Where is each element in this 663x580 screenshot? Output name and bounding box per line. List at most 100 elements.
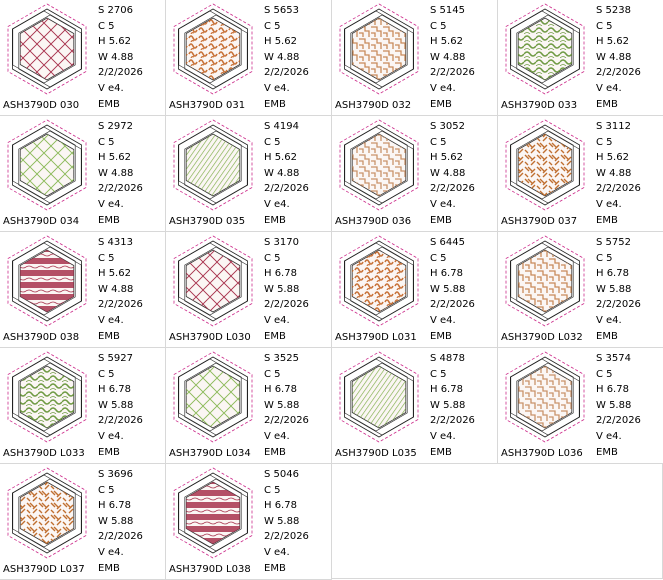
- design-tile[interactable]: S 2706 C 5 H 5.62 W 4.88 2/2/2026 V e4. EMB ASH…: [0, 0, 166, 116]
- design-height: H 6.78: [596, 268, 629, 280]
- design-tile[interactable]: S 4194 C 5 H 5.62 W 4.88 2/2/2026 V e4. EMB ASH…: [166, 116, 332, 232]
- design-info: S 3170 C 5 H 6.78 W 5.88 2/2/2026 V e4. EMB: [264, 235, 309, 344]
- color-count: C 5: [98, 484, 115, 496]
- design-info: S 3052 C 5 H 5.62 W 4.88 2/2/2026 V e4. EMB: [430, 119, 475, 228]
- embroidery-preview-thumbnail: [500, 2, 590, 97]
- design-height: H 6.78: [264, 268, 297, 280]
- color-count: C 5: [264, 20, 281, 32]
- design-width: W 5.88: [430, 283, 466, 295]
- file-format: EMB: [430, 446, 452, 458]
- design-width: W 5.88: [596, 399, 632, 411]
- design-width: W 5.88: [98, 399, 134, 411]
- design-tile[interactable]: S 3696 C 5 H 6.78 W 5.88 2/2/2026 V e4. EMB ASH…: [0, 464, 166, 580]
- embroidery-preview-thumbnail: [334, 2, 424, 97]
- design-height: H 5.62: [430, 36, 463, 48]
- stitch-count: S 5145: [430, 5, 465, 16]
- design-height: H 6.78: [596, 384, 629, 396]
- design-tile[interactable]: S 5145 C 5 H 5.62 W 4.88 2/2/2026 V e4. EMB ASH…: [332, 0, 498, 116]
- design-width: W 5.88: [264, 515, 300, 527]
- design-tile[interactable]: S 5046 C 5 H 6.78 W 5.88 2/2/2026 V e4. EMB ASH…: [166, 464, 332, 580]
- design-tile[interactable]: S 2972 C 5 H 5.62 W 4.88 2/2/2026 V e4. EMB ASH…: [0, 116, 166, 232]
- design-version: V e4.: [430, 198, 456, 210]
- design-tile[interactable]: S 3112 C 5 H 5.62 W 4.88 2/2/2026 V e4. EMB ASH…: [498, 116, 663, 232]
- design-height: H 5.62: [596, 152, 629, 164]
- color-count: C 5: [98, 368, 115, 380]
- design-tile[interactable]: S 3574 C 5 H 6.78 W 5.88 2/2/2026 V e4. EMB ASH…: [498, 348, 663, 464]
- file-format: EMB: [264, 446, 286, 458]
- design-width: W 4.88: [98, 51, 134, 63]
- design-version: V e4.: [98, 198, 124, 210]
- design-version: V e4.: [596, 198, 622, 210]
- design-info: S 3574 C 5 H 6.78 W 5.88 2/2/2026 V e4. EMB: [596, 351, 641, 460]
- design-version: V e4.: [264, 430, 290, 442]
- design-version: V e4.: [430, 314, 456, 326]
- stitch-count: S 3574: [596, 353, 631, 364]
- design-date: 2/2/2026: [596, 299, 641, 311]
- file-format: EMB: [264, 330, 286, 342]
- file-name: ASH3790D 031: [169, 100, 246, 111]
- design-tile[interactable]: S 5927 C 5 H 6.78 W 5.88 2/2/2026 V e4. EMB ASH…: [0, 348, 166, 464]
- embroidery-preview-thumbnail: [2, 350, 92, 445]
- design-height: H 6.78: [98, 500, 131, 512]
- design-info: S 5653 C 5 H 5.62 W 4.88 2/2/2026 V e4. EMB: [264, 3, 309, 112]
- design-version: V e4.: [430, 82, 456, 94]
- embroidery-preview-thumbnail: [500, 350, 590, 445]
- design-date: 2/2/2026: [596, 67, 641, 79]
- design-height: H 5.62: [264, 36, 297, 48]
- design-width: W 5.88: [264, 283, 300, 295]
- design-tile[interactable]: S 3170 C 5 H 6.78 W 5.88 2/2/2026 V e4. EMB ASH…: [166, 232, 332, 348]
- file-name: ASH3790D 037: [501, 216, 578, 227]
- design-tile[interactable]: S 5752 C 5 H 6.78 W 5.88 2/2/2026 V e4. EMB ASH…: [498, 232, 663, 348]
- design-version: V e4.: [98, 430, 124, 442]
- design-info: S 3525 C 5 H 6.78 W 5.88 2/2/2026 V e4. EMB: [264, 351, 309, 460]
- file-format: EMB: [596, 330, 618, 342]
- file-name: ASH3790D L037: [3, 564, 85, 575]
- stitch-count: S 3112: [596, 121, 631, 132]
- design-tile[interactable]: S 3052 C 5 H 5.62 W 4.88 2/2/2026 V e4. EMB ASH…: [332, 116, 498, 232]
- design-tile[interactable]: S 4878 C 5 H 6.78 W 5.88 2/2/2026 V e4. EMB ASH…: [332, 348, 498, 464]
- design-tile[interactable]: S 4313 C 5 H 5.62 W 4.88 2/2/2026 V e4. EMB ASH…: [0, 232, 166, 348]
- file-name: ASH3790D 030: [3, 100, 80, 111]
- embroidery-preview-thumbnail: [500, 234, 590, 329]
- design-tile[interactable]: S 5238 C 5 H 5.62 W 4.88 2/2/2026 V e4. EMB ASH…: [498, 0, 663, 116]
- stitch-count: S 3170: [264, 237, 299, 248]
- design-tile[interactable]: S 3525 C 5 H 6.78 W 5.88 2/2/2026 V e4. EMB ASH…: [166, 348, 332, 464]
- design-info: S 5927 C 5 H 6.78 W 5.88 2/2/2026 V e4. EMB: [98, 351, 143, 460]
- design-info: S 2706 C 5 H 5.62 W 4.88 2/2/2026 V e4. EMB: [98, 3, 143, 112]
- design-version: V e4.: [596, 314, 622, 326]
- design-height: H 5.62: [98, 268, 131, 280]
- design-height: H 5.62: [264, 152, 297, 164]
- design-version: V e4.: [98, 314, 124, 326]
- file-name: ASH3790D 036: [335, 216, 412, 227]
- design-height: H 6.78: [264, 384, 297, 396]
- embroidery-preview-thumbnail: [168, 350, 258, 445]
- stitch-count: S 2706: [98, 5, 133, 16]
- file-name: ASH3790D 032: [335, 100, 412, 111]
- file-format: EMB: [264, 98, 286, 110]
- file-format: EMB: [430, 98, 452, 110]
- embroidery-preview-thumbnail: [2, 234, 92, 329]
- design-tile[interactable]: S 6445 C 5 H 6.78 W 5.88 2/2/2026 V e4. EMB ASH…: [332, 232, 498, 348]
- design-date: 2/2/2026: [264, 531, 309, 543]
- file-name: ASH3790D L030: [169, 332, 251, 343]
- file-name: ASH3790D L031: [335, 332, 417, 343]
- design-tile[interactable]: S 5653 C 5 H 5.62 W 4.88 2/2/2026 V e4. EMB ASH…: [166, 0, 332, 116]
- file-format: EMB: [98, 98, 120, 110]
- file-format: EMB: [596, 98, 618, 110]
- design-width: W 5.88: [98, 515, 134, 527]
- design-height: H 6.78: [98, 384, 131, 396]
- design-width: W 4.88: [264, 167, 300, 179]
- stitch-count: S 2972: [98, 121, 133, 132]
- file-format: EMB: [98, 446, 120, 458]
- file-name: ASH3790D L032: [501, 332, 583, 343]
- design-date: 2/2/2026: [430, 299, 475, 311]
- design-version: V e4.: [264, 546, 290, 558]
- embroidery-preview-thumbnail: [2, 118, 92, 213]
- design-width: W 4.88: [98, 283, 134, 295]
- empty-grid-area: [332, 464, 663, 579]
- embroidery-preview-thumbnail: [334, 234, 424, 329]
- design-version: V e4.: [430, 430, 456, 442]
- file-name: ASH3790D L033: [3, 448, 85, 459]
- design-info: S 3696 C 5 H 6.78 W 5.88 2/2/2026 V e4. EMB: [98, 467, 143, 576]
- design-height: H 6.78: [430, 268, 463, 280]
